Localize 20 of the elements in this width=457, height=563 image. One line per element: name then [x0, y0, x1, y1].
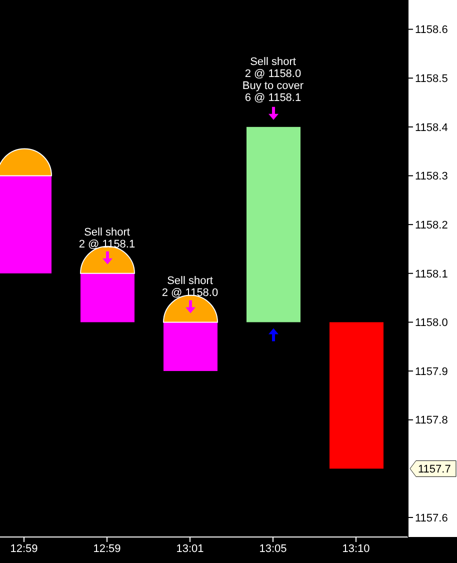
annotation: Sell short 2 @ 1158.1 [78, 226, 136, 250]
annotation: Sell short 2 @ 1158.0 Buy to cover 6 @ 1158.1 [242, 56, 304, 104]
x-tick-label: 12:59 [93, 542, 121, 555]
bar [330, 322, 384, 469]
text: 1157.7 [418, 464, 451, 476]
x-tick-label: 13:05 [259, 542, 287, 555]
y-tick-label: 1157.6 [415, 512, 448, 524]
y-tick-label: 1158.1 [415, 268, 448, 280]
x-tick-label: 13:01 [176, 542, 204, 555]
y-tick-label: 1157.8 [415, 414, 448, 427]
y-tick-label: 1157.9 [415, 366, 448, 378]
y-tick-label: 1158.3 [415, 170, 448, 183]
y-tick-label: 1158.4 [415, 122, 448, 134]
bar [246, 126, 300, 322]
y-tick-label: 1158.6 [415, 24, 448, 36]
y-tick-label: 1158.5 [415, 73, 448, 86]
x-tick-label: 12:59 [10, 542, 38, 555]
y-tick-label: 1158.0 [415, 317, 448, 330]
x-tick-label: 13:10 [342, 542, 370, 555]
y-tick-label: 1158.2 [415, 219, 448, 232]
